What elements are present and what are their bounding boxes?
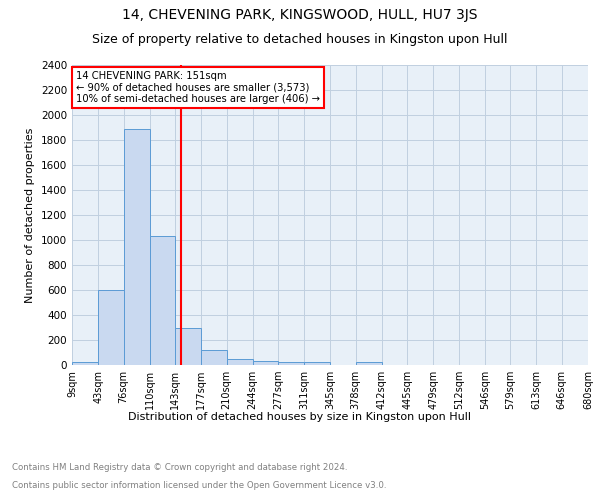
Bar	[124, 128, 149, 365]
Bar	[278, 362, 304, 365]
Text: 14, CHEVENING PARK, KINGSWOOD, HULL, HU7 3JS: 14, CHEVENING PARK, KINGSWOOD, HULL, HU7…	[122, 8, 478, 22]
Bar	[72, 362, 98, 365]
Text: Contains HM Land Registry data © Crown copyright and database right 2024.: Contains HM Land Registry data © Crown c…	[12, 462, 347, 471]
Bar	[356, 362, 382, 365]
Text: Distribution of detached houses by size in Kingston upon Hull: Distribution of detached houses by size …	[128, 412, 472, 422]
Bar	[98, 290, 124, 365]
Bar	[304, 362, 331, 365]
Bar	[253, 361, 278, 365]
Text: Size of property relative to detached houses in Kingston upon Hull: Size of property relative to detached ho…	[92, 32, 508, 46]
Text: Contains public sector information licensed under the Open Government Licence v3: Contains public sector information licen…	[12, 481, 386, 490]
Text: 14 CHEVENING PARK: 151sqm
← 90% of detached houses are smaller (3,573)
10% of se: 14 CHEVENING PARK: 151sqm ← 90% of detac…	[76, 71, 320, 104]
Y-axis label: Number of detached properties: Number of detached properties	[25, 128, 35, 302]
Bar	[227, 359, 253, 365]
Bar	[201, 350, 227, 365]
Bar	[175, 328, 201, 365]
Bar	[149, 236, 175, 365]
